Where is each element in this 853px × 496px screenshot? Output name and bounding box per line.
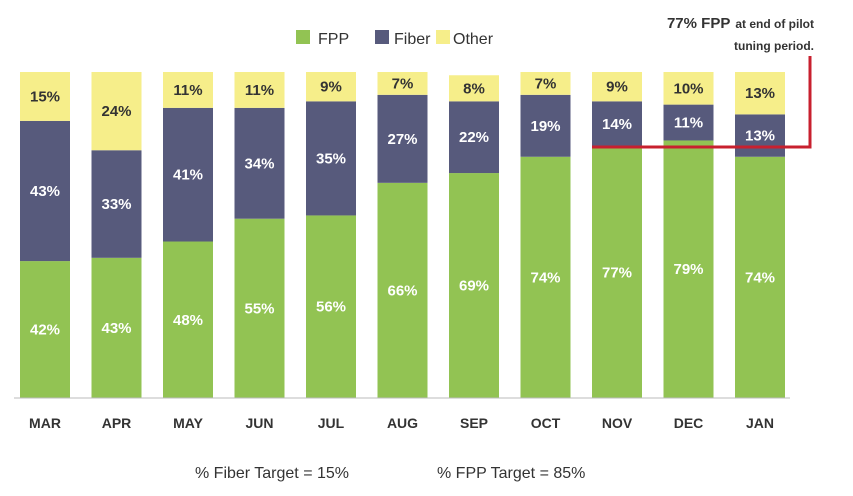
bar-fiber-may: [163, 107, 213, 242]
data-label-fiber-oct: 19%: [530, 118, 560, 135]
data-label-other-apr: 24%: [101, 103, 131, 120]
bar-fpp-jan: [735, 156, 785, 398]
fiber-target-note: % Fiber Target = 15%: [195, 465, 349, 482]
x-tick-jun: JUN: [245, 415, 273, 431]
bar-fiber-nov: [592, 101, 642, 147]
bar-fiber-aug: [377, 94, 428, 183]
bar-other-dec: [663, 72, 714, 105]
data-label-other-jul: 9%: [320, 79, 342, 96]
x-tick-jan: JAN: [746, 415, 774, 431]
legend-swatch-other: [436, 30, 450, 44]
legend-label-fiber: Fiber: [394, 31, 431, 48]
x-tick-labels: MAR APR MAY JUN JUL AUG SEP OCT NOV DEC JAN: [29, 415, 774, 431]
data-label-fiber-dec: 11%: [674, 115, 703, 132]
data-label-other-sep: 8%: [463, 80, 485, 97]
data-label-fiber-sep: 22%: [459, 129, 489, 146]
reference-line-77-fpp: [592, 56, 812, 149]
data-label-fpp-may: 48%: [173, 312, 203, 329]
legend-label-fpp: FPP: [318, 31, 349, 48]
x-tick-may: MAY: [173, 415, 203, 431]
annotation-line-1: 77% FPP at end of pilot: [667, 15, 814, 32]
bar-fpp-apr: [91, 257, 142, 398]
bar-fpp-aug: [377, 182, 428, 398]
data-label-other-jun: 11%: [245, 82, 274, 99]
x-tick-nov: NOV: [602, 415, 633, 431]
annotation: 77% FPP at end of pilot tuning period.: [592, 15, 814, 149]
annotation-text-line1: at end of pilot: [735, 17, 814, 31]
bar-other-apr: [91, 72, 142, 151]
data-label-other-mar: 15%: [30, 88, 60, 105]
bar-other-oct: [520, 72, 571, 95]
legend: FPP Fiber Other: [296, 30, 494, 48]
bar-fpp-nov: [592, 146, 642, 398]
data-label-other-dec: 10%: [673, 80, 703, 97]
legend-label-other: Other: [453, 31, 494, 48]
legend-swatch-fpp: [296, 30, 310, 44]
bar-fpp-mar: [20, 261, 70, 398]
bar-other-nov: [592, 72, 642, 102]
x-tick-mar: MAR: [29, 415, 61, 431]
data-label-other-nov: 9%: [606, 79, 628, 96]
data-label-fiber-apr: 33%: [101, 196, 131, 213]
x-tick-oct: OCT: [531, 415, 561, 431]
data-label-fpp-aug: 66%: [387, 282, 417, 299]
data-label-fiber-aug: 27%: [387, 131, 417, 148]
bar-fpp-oct: [520, 156, 571, 398]
bar-fiber-sep: [449, 101, 499, 174]
bar-other-mar: [20, 72, 70, 121]
bar-other-aug: [377, 72, 428, 95]
bar-other-may: [163, 72, 213, 108]
legend-swatch-fiber: [375, 30, 389, 44]
data-label-fpp-dec: 79%: [673, 261, 703, 278]
data-label-fiber-jun: 34%: [244, 155, 274, 172]
data-label-fpp-nov: 77%: [602, 264, 632, 281]
data-label-other-jan: 13%: [745, 85, 775, 102]
data-label-fiber-jan: 13%: [745, 128, 775, 145]
x-tick-apr: APR: [102, 415, 132, 431]
data-label-other-aug: 7%: [392, 75, 414, 92]
data-label-fpp-mar: 42%: [30, 322, 60, 339]
annotation-text-line2: tuning period.: [734, 39, 814, 53]
x-tick-jul: JUL: [318, 415, 345, 431]
data-labels-layer: 42% 43% 15% 43% 33% 24% 48% 41% 11% 55% 34% 11% 56% 3…: [30, 75, 775, 338]
x-tick-sep: SEP: [460, 415, 488, 431]
data-label-other-oct: 7%: [535, 75, 557, 92]
data-label-fpp-jul: 56%: [316, 299, 346, 316]
footnotes: % Fiber Target = 15% % FPP Target = 85%: [195, 465, 585, 482]
bar-fiber-jul: [306, 101, 356, 216]
bar-fiber-jan: [735, 114, 785, 157]
bar-fiber-oct: [520, 94, 571, 157]
bar-other-jun: [234, 72, 285, 108]
bar-fiber-jun: [234, 107, 285, 219]
bar-fpp-jun: [234, 218, 285, 398]
bars-layer: [20, 72, 785, 398]
data-label-fpp-sep: 69%: [459, 278, 489, 295]
data-label-fiber-mar: 43%: [30, 183, 60, 200]
data-label-fpp-jun: 55%: [244, 300, 274, 317]
x-tick-aug: AUG: [387, 415, 418, 431]
bar-fpp-sep: [449, 173, 499, 398]
bar-fpp-jul: [306, 215, 356, 398]
bar-other-jan: [735, 72, 785, 115]
data-label-fiber-nov: 14%: [602, 116, 632, 133]
bar-fiber-mar: [20, 120, 70, 262]
data-label-fiber-jul: 35%: [316, 150, 346, 167]
data-label-fpp-jan: 74%: [745, 269, 775, 286]
bar-fpp-may: [163, 241, 213, 398]
bar-fiber-dec: [663, 104, 714, 141]
fpp-target-note: % FPP Target = 85%: [437, 465, 585, 482]
bar-fpp-dec: [663, 140, 714, 398]
data-label-fpp-oct: 74%: [530, 269, 560, 286]
bar-fiber-apr: [91, 150, 142, 258]
x-tick-dec: DEC: [674, 415, 704, 431]
bar-other-sep: [449, 75, 499, 102]
annotation-bold-text: 77% FPP: [667, 15, 730, 32]
data-label-fiber-may: 41%: [173, 167, 203, 184]
data-label-fpp-apr: 43%: [101, 320, 131, 337]
data-label-other-may: 11%: [173, 82, 202, 99]
bar-other-jul: [306, 72, 356, 102]
